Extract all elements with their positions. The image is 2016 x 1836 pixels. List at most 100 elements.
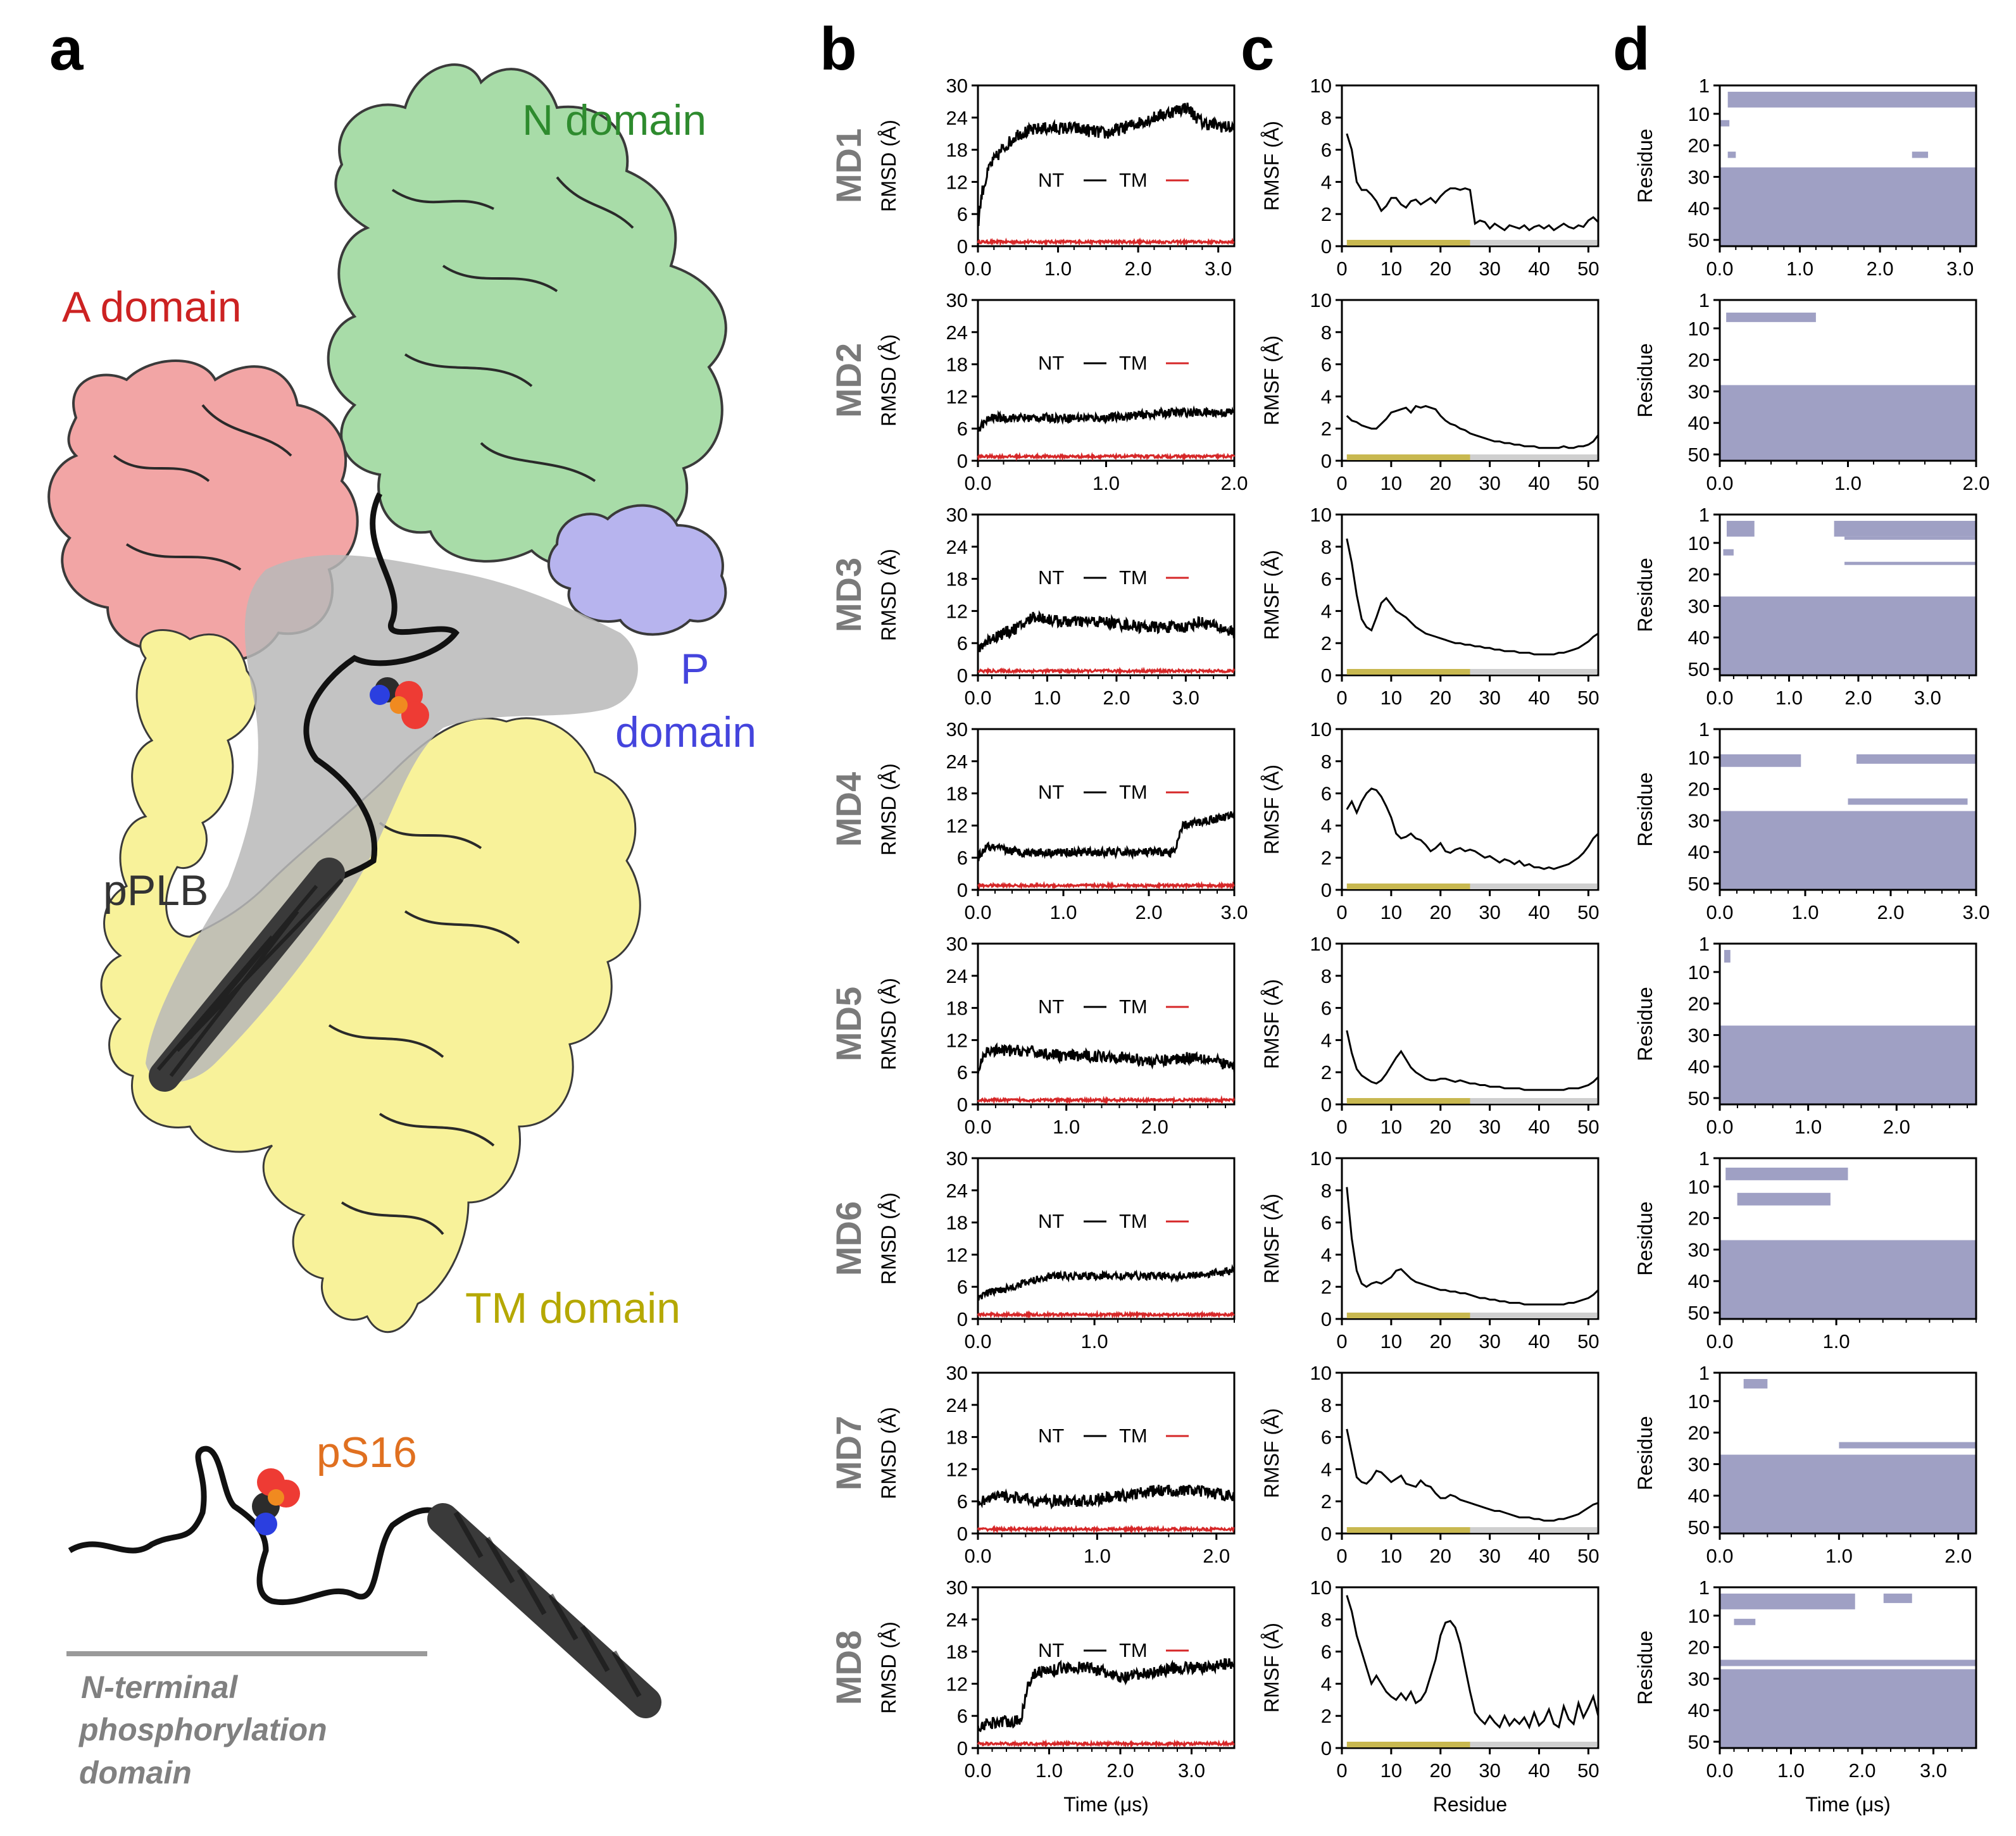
- rmsf-ytick-label: 0: [1321, 1737, 1332, 1759]
- rmsd-ytick-label: 18: [946, 783, 968, 805]
- rmsd-frame: [977, 728, 1236, 891]
- rmsf-ytick-label: 10: [1310, 75, 1332, 97]
- contact-xtick-label: 3.0: [1946, 258, 1974, 280]
- rmsf-ytick-label: 0: [1321, 665, 1332, 687]
- rmsd-ytick-label: 6: [957, 1490, 968, 1513]
- contact-band: [1720, 385, 1976, 461]
- md-label: MD1: [829, 128, 868, 203]
- rmsf-xtick-label: 50: [1577, 1759, 1599, 1782]
- rmsf-xtick-label: 40: [1528, 258, 1550, 280]
- rmsd-ytick-label: 18: [946, 139, 968, 161]
- rmsd-tm-series: [977, 237, 1235, 247]
- rmsf-xtick-label: 10: [1381, 258, 1402, 280]
- rmsf-xtick-label: 0: [1336, 1759, 1347, 1782]
- rmsd-xtick-label: 1.0: [1084, 1545, 1111, 1567]
- legend-tm-label: TM: [1119, 996, 1148, 1018]
- rmsf-ytick-label: 6: [1321, 783, 1332, 805]
- rmsd-xtick-label: 1.0: [1036, 1759, 1063, 1782]
- rmsd-ytick-label: 24: [946, 1609, 968, 1631]
- rmsd-tm-series: [977, 1739, 1235, 1749]
- contact-ytick-label: 10: [1688, 961, 1710, 984]
- contact-band: [1856, 754, 1976, 764]
- rmsf-ytick-label: 2: [1321, 1705, 1332, 1727]
- rmsd-ylabel: RMSD (Å): [877, 978, 900, 1070]
- nterm-label-2: phosphorylation: [78, 1712, 327, 1747]
- rmsd-xtick-label: 2.0: [1135, 901, 1162, 923]
- rmsd-frame: [977, 942, 1236, 1106]
- rmsd-xtick-label: 1.0: [1049, 901, 1077, 923]
- rmsf-xtick-label: 20: [1430, 1759, 1451, 1782]
- rmsd-plot: 0 6 12 18 24 30 0.0 1.0 RMSD (Å) NT TM: [877, 1147, 1236, 1352]
- rmsf-nt-region-bar: [1346, 1098, 1470, 1104]
- rmsf-xtick-label: 30: [1479, 1116, 1500, 1138]
- contact-ytick-label: 40: [1688, 1270, 1710, 1292]
- contact-band: [1720, 596, 1976, 675]
- contact-ytick-label: 10: [1688, 318, 1710, 340]
- rmsf-plot: 0 2 4 6 8 10 0 10 20 30 40 50 RMSF (Å): [1260, 1147, 1600, 1352]
- rmsf-ytick-label: 8: [1321, 1609, 1332, 1631]
- protein-structure-illustration: N domain A domain P domain pPLB TM domai…: [47, 63, 756, 1790]
- rmsd-ytick-label: 0: [957, 1094, 968, 1116]
- rmsf-frame: [1341, 299, 1600, 462]
- rmsf-tm-region-bar: [1470, 884, 1597, 889]
- rmsd-xtick-label: 2.0: [1125, 258, 1152, 280]
- rmsf-plot: 0 2 4 6 8 10 0 10 20 30 40 50 RMSF (Å): [1260, 933, 1600, 1138]
- rmsd-xtick-label: 0.0: [964, 901, 991, 923]
- rmsf-xtick-label: 10: [1381, 901, 1402, 923]
- rmsf-tm-region-bar: [1470, 1098, 1597, 1104]
- rmsd-xtick-label: 1.0: [1093, 472, 1120, 494]
- rmsf-ytick-label: 6: [1321, 1641, 1332, 1663]
- rmsf-ylabel: RMSF (Å): [1260, 1623, 1283, 1713]
- legend-tm-label: TM: [1119, 781, 1148, 803]
- rmsf-plot: 0 2 4 6 8 10 0 10 20 30 40 50 RMSF (Å): [1260, 1362, 1600, 1567]
- contact-ytick-label: 50: [1688, 658, 1710, 680]
- rmsf-ytick-label: 10: [1310, 1362, 1332, 1384]
- rmsd-ytick-label: 18: [946, 1212, 968, 1234]
- contact-xtick-label: 0.0: [1706, 472, 1733, 494]
- rmsf-ytick-label: 6: [1321, 354, 1332, 376]
- contact-plot: 1 10 20 30 40 50 0.0 1.0 2.0 3.0 Residue: [1634, 1577, 1977, 1782]
- rmsf-ytick-label: 2: [1321, 847, 1332, 869]
- rmsf-xtick-label: 40: [1528, 1330, 1550, 1352]
- contact-band: [1726, 520, 1755, 537]
- contact-ytick-label: 10: [1688, 1605, 1710, 1627]
- contact-ytick-label: 30: [1688, 809, 1710, 832]
- rmsf-frame: [1341, 84, 1600, 247]
- rmsf-xtick-label: 10: [1381, 1116, 1402, 1138]
- rmsd-nt-series: [977, 1042, 1236, 1075]
- rmsd-ytick-label: 24: [946, 536, 968, 558]
- contact-xtick-label: 3.0: [1962, 901, 1989, 923]
- rmsd-ytick-label: 30: [946, 289, 968, 311]
- contact-band: [1883, 1593, 1912, 1603]
- legend-nt-label: NT: [1038, 1425, 1064, 1447]
- rmsf-series: [1346, 1187, 1600, 1306]
- rmsf-ytick-label: 8: [1321, 107, 1332, 129]
- rmsf-xtick-label: 10: [1381, 1759, 1402, 1782]
- pplb-label: pPLB: [103, 866, 208, 915]
- rmsf-xtick-label: 40: [1528, 1545, 1550, 1567]
- rmsd-ytick-label: 30: [946, 504, 968, 526]
- rmsd-tm-series: [977, 880, 1235, 891]
- contact-plot: 1 10 20 30 40 50 0.0 1.0 2.0 Residue: [1634, 289, 1990, 494]
- rmsf-nt-region-bar: [1346, 669, 1470, 675]
- rmsf-ylabel: RMSF (Å): [1260, 1194, 1283, 1283]
- rmsf-ytick-label: 0: [1321, 879, 1332, 901]
- rmsd-xtick-label: 0.0: [964, 1330, 991, 1352]
- rmsf-ytick-label: 10: [1310, 718, 1332, 740]
- contact-ytick-label: 40: [1688, 1699, 1710, 1721]
- rmsf-tm-region-bar: [1470, 1313, 1597, 1318]
- rmsd-plot: 0 6 12 18 24 30 0.0 1.0 2.0 RMSD (Å) NT TM: [877, 1362, 1236, 1567]
- rmsf-xtick-label: 0: [1336, 1116, 1347, 1138]
- contact-band: [1727, 151, 1736, 158]
- rmsd-xtick-label: 3.0: [1178, 1759, 1205, 1782]
- md-label: MD6: [829, 1201, 868, 1276]
- rmsf-xtick-label: 0: [1336, 901, 1347, 923]
- rmsf-ylabel: RMSF (Å): [1260, 765, 1283, 854]
- contact-xtick-label: 1.0: [1786, 258, 1813, 280]
- contact-band: [1720, 120, 1730, 127]
- panel-label-d: d: [1613, 15, 1650, 83]
- rmsd-ytick-label: 0: [957, 1523, 968, 1545]
- n-domain-surface: [327, 63, 727, 568]
- rmsd-xtick-label: 2.0: [1106, 1759, 1134, 1782]
